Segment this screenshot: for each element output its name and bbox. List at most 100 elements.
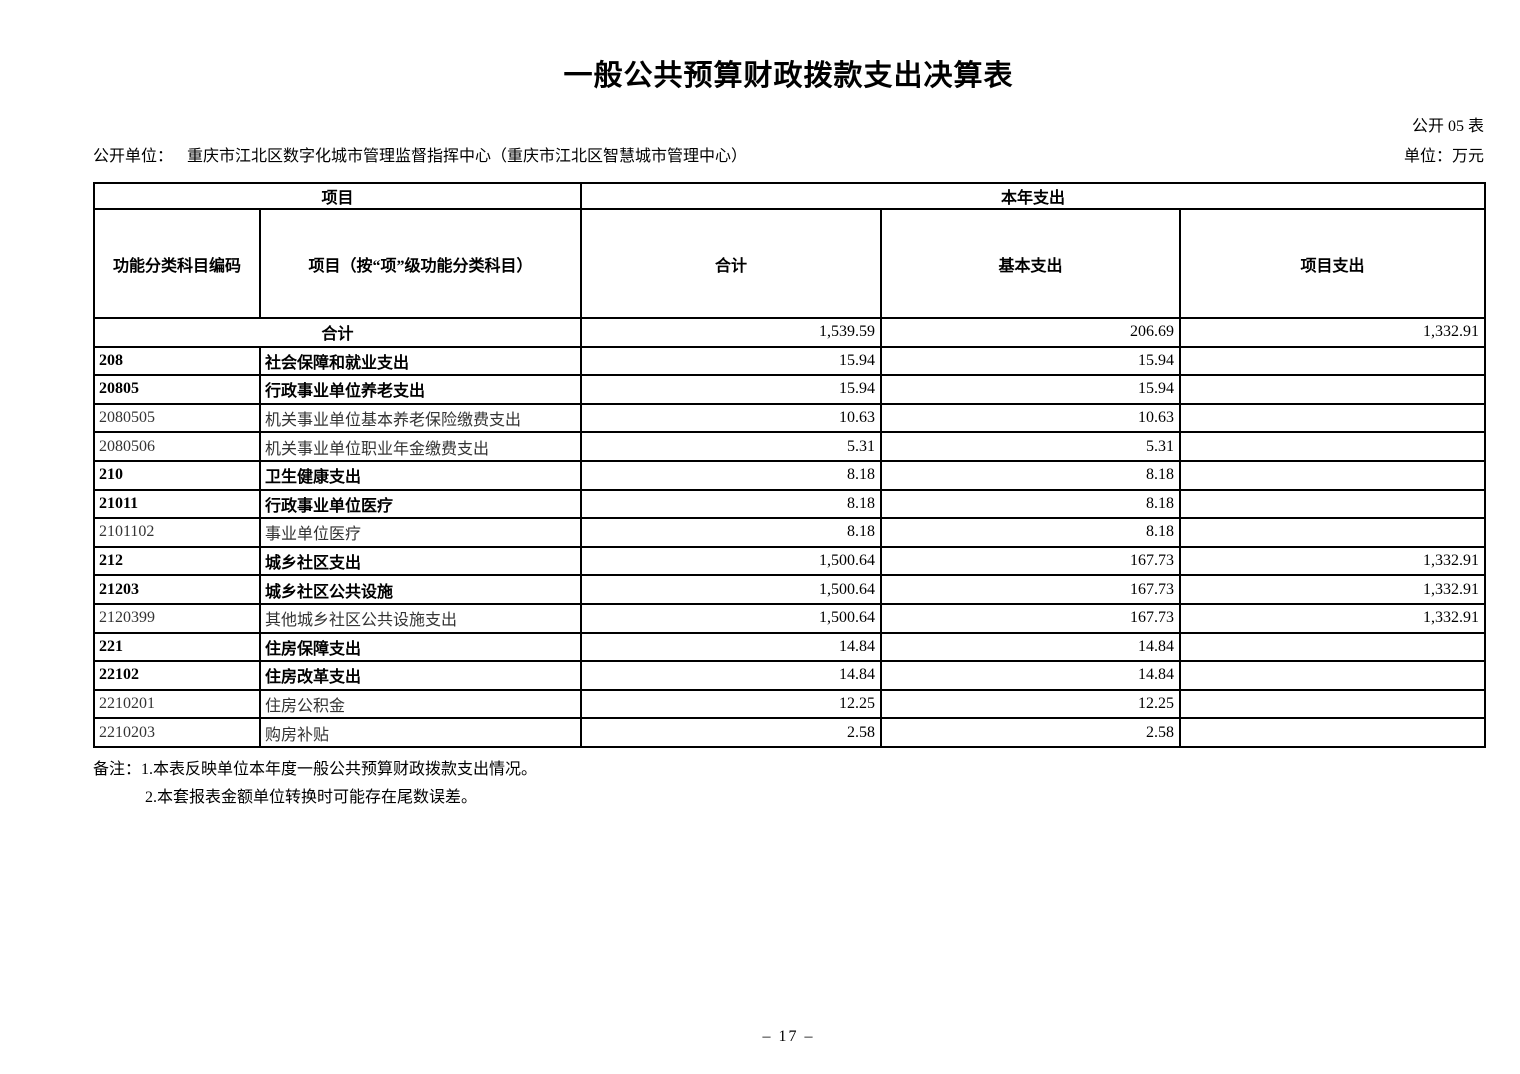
row-basic-cell: 2.58	[880, 717, 1182, 748]
table-row: 2101102 事业单位医疗 8.18 8.18	[93, 517, 1487, 548]
row-code-cell: 2120399	[93, 602, 261, 634]
note-1-text: 1.本表反映单位本年度一般公共预算财政拨款支出情况。	[141, 760, 538, 778]
row-code-cell: 2101102	[93, 517, 261, 548]
row-code-cell: 221	[93, 631, 261, 663]
table-row: 2210201 住房公积金 12.25 12.25	[93, 688, 1487, 720]
table-row: 22102 住房改革支出 14.84 14.84	[93, 660, 1487, 691]
row-basic-cell: 167.73	[880, 602, 1182, 634]
row-total-cell: 5.31	[580, 431, 883, 462]
row-project-cell	[1179, 459, 1487, 491]
notes: 备注：1.本表反映单位本年度一般公共预算财政拨款支出情况。 2.本套报表金额单位…	[93, 760, 1484, 808]
notes-label: 备注：	[93, 760, 142, 778]
row-project-cell	[1179, 517, 1487, 548]
row-code-cell: 21203	[93, 574, 261, 605]
row-name-cell: 社会保障和就业支出	[258, 345, 583, 377]
table-row: 208 社会保障和就业支出 15.94 15.94	[93, 345, 1487, 377]
row-basic-cell: 8.18	[880, 517, 1182, 548]
table-row: 212 城乡社区支出 1,500.64 167.73 1,332.91	[93, 545, 1487, 577]
table-row: 2080506 机关事业单位职业年金缴费支出 5.31 5.31	[93, 431, 1487, 462]
row-basic-cell: 15.94	[880, 374, 1182, 405]
row-total-cell: 12.25	[580, 688, 883, 720]
row-name-cell: 卫生健康支出	[258, 459, 583, 491]
row-name-cell: 机关事业单位职业年金缴费支出	[258, 431, 583, 462]
row-basic-cell: 8.18	[880, 488, 1182, 520]
row-basic-cell: 8.18	[880, 459, 1182, 491]
row-name-cell: 行政事业单位养老支出	[258, 374, 583, 405]
note-line-1: 备注：1.本表反映单位本年度一般公共预算财政拨款支出情况。	[93, 760, 1484, 780]
row-project-cell: 1,332.91	[1179, 602, 1487, 634]
row-project-cell	[1179, 488, 1487, 520]
column-header-project: 项目支出	[1179, 208, 1487, 319]
row-total-cell: 10.63	[580, 402, 883, 434]
currency-unit: 单位：万元	[1403, 148, 1484, 165]
row-name-cell: 购房补贴	[258, 717, 583, 748]
publishing-unit-name: 重庆市江北区数字化城市管理监督指挥中心（重庆市江北区智慧城市管理中心）	[187, 148, 748, 165]
row-basic-cell: 167.73	[880, 574, 1182, 605]
row-code-cell: 21011	[93, 488, 261, 520]
row-project-cell	[1179, 374, 1487, 405]
publishing-unit-label: 公开单位：	[93, 148, 174, 165]
row-total-cell: 14.84	[580, 631, 883, 663]
table-row: 20805 行政事业单位养老支出 15.94 15.94	[93, 374, 1487, 405]
page-title: 一般公共预算财政拨款支出决算表	[563, 60, 1014, 92]
row-code-cell: 210	[93, 459, 261, 491]
row-project-cell	[1179, 660, 1487, 691]
row-code-cell: 20805	[93, 374, 261, 405]
row-name-cell: 住房改革支出	[258, 660, 583, 691]
note-line-2: 2.本套报表金额单位转换时可能存在尾数误差。	[145, 788, 478, 806]
column-header-item: 项目（按“项”级功能分类科目）	[258, 208, 583, 319]
row-name-cell: 事业单位医疗	[258, 517, 583, 548]
row-project-cell	[1179, 402, 1487, 434]
row-code-cell: 22102	[93, 660, 261, 691]
row-name-cell: 住房保障支出	[258, 631, 583, 663]
page-number: – 17 –	[762, 1028, 815, 1045]
table-row: 2080505 机关事业单位基本养老保险缴费支出 10.63 10.63	[93, 402, 1487, 434]
row-basic-cell: 14.84	[880, 631, 1182, 663]
row-project-cell	[1179, 717, 1487, 748]
row-basic-cell: 10.63	[880, 402, 1182, 434]
row-total-cell: 8.18	[580, 488, 883, 520]
table-body: 合计 1,539.59 206.69 1,332.91 208 社会保障和就业支…	[92, 317, 1487, 748]
row-project-cell	[1179, 345, 1487, 377]
row-total-cell: 15.94	[580, 345, 883, 377]
expenditure-table: 项目 本年支出 功能分类科目编码 项目（按“项”级功能分类科目） 合计 基本支出…	[92, 182, 1487, 748]
table-row: 2210203 购房补贴 2.58 2.58	[93, 717, 1487, 748]
row-code-cell: 2210203	[93, 717, 261, 748]
total-row: 合计 1,539.59 206.69 1,332.91	[92, 317, 1487, 348]
total-row-label: 合计	[92, 317, 583, 348]
row-total-cell: 15.94	[580, 374, 883, 405]
group-header-project: 项目	[92, 182, 583, 210]
total-row-project: 1,332.91	[1179, 317, 1487, 348]
row-basic-cell: 167.73	[880, 545, 1182, 577]
row-basic-cell: 5.31	[880, 431, 1182, 462]
row-code-cell: 2210201	[93, 688, 261, 720]
group-header-row: 项目 本年支出	[92, 182, 1487, 210]
column-header-total: 合计	[580, 208, 883, 319]
row-project-cell	[1179, 631, 1487, 663]
table-row: 221 住房保障支出 14.84 14.84	[93, 631, 1487, 663]
row-code-cell: 212	[93, 545, 261, 577]
row-code-cell: 2080506	[93, 431, 261, 462]
total-row-basic: 206.69	[880, 317, 1182, 348]
meta-line: 公开单位： 重庆市江北区数字化城市管理监督指挥中心（重庆市江北区智慧城市管理中心）…	[93, 147, 1484, 166]
table-code: 公开 05 表	[1411, 118, 1484, 135]
row-basic-cell: 12.25	[880, 688, 1182, 720]
row-total-cell: 8.18	[580, 517, 883, 548]
table-header: 项目 本年支出 功能分类科目编码 项目（按“项”级功能分类科目） 合计 基本支出…	[92, 182, 1487, 319]
table-row: 210 卫生健康支出 8.18 8.18	[93, 459, 1487, 491]
row-total-cell: 2.58	[580, 717, 883, 748]
column-header-code: 功能分类科目编码	[93, 208, 261, 319]
row-name-cell: 机关事业单位基本养老保险缴费支出	[258, 402, 583, 434]
row-total-cell: 8.18	[580, 459, 883, 491]
row-total-cell: 14.84	[580, 660, 883, 691]
row-basic-cell: 14.84	[880, 660, 1182, 691]
row-name-cell: 城乡社区公共设施	[258, 574, 583, 605]
row-basic-cell: 15.94	[880, 345, 1182, 377]
column-header-row: 功能分类科目编码 项目（按“项”级功能分类科目） 合计 基本支出 项目支出	[93, 208, 1487, 319]
table-row: 21011 行政事业单位医疗 8.18 8.18	[93, 488, 1487, 520]
row-total-cell: 1,500.64	[580, 574, 883, 605]
row-project-cell	[1179, 688, 1487, 720]
group-header-current-year: 本年支出	[580, 182, 1487, 210]
row-code-cell: 2080505	[93, 402, 261, 434]
